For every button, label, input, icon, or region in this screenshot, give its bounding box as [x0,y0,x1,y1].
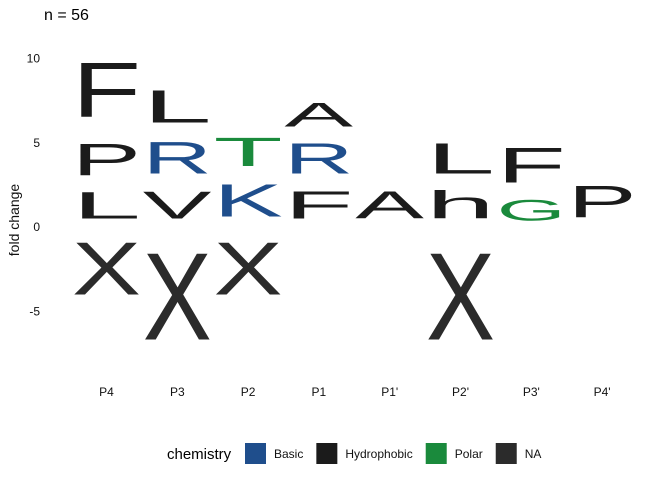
logo-letter: G [497,194,566,228]
legend-swatch [495,443,517,464]
logo-letter: P [568,176,637,226]
logo-letter: P [72,134,141,184]
logo-letter: L [143,80,212,132]
legend-swatch [425,443,447,464]
logo-letter: L [426,134,495,183]
y-axis-ticks: -5 0 5 10 [27,52,41,319]
logo-letter: K [214,175,283,227]
logo-letter: L [72,185,141,227]
logo-letter: F [497,138,566,193]
logo-letter: X [143,227,212,366]
y-tick-label: 5 [33,136,40,150]
x-tick-label: P1 [312,385,327,399]
logo-letter: R [143,132,212,183]
legend-swatch [245,443,266,464]
logo-letter: X [72,227,141,311]
legend-title: chemistry [167,446,232,463]
logo-letter: A [355,183,424,227]
x-tick-label: P4 [99,385,114,399]
chart-title: n = 56 [44,7,89,24]
y-tick-label: -5 [29,304,40,318]
logo-letter: h [426,184,495,227]
logo-letter: T [214,129,283,174]
logo-letter: F [72,46,141,134]
logo-letter: V [143,183,212,227]
logo-letter: X [426,227,495,366]
legend-label: Hydrophobic [345,447,412,461]
x-tick-label: P4' [594,385,611,399]
y-tick-label: 10 [27,52,41,66]
logo-letter: F [284,183,353,227]
x-tick-label: P2' [452,385,469,399]
y-tick-label: 0 [33,220,40,234]
x-axis-ticks: P4 P3 P2 P1 P1' P2' P3' P4' [99,385,610,399]
x-tick-label: P2 [241,385,256,399]
x-tick-label: P3 [170,385,185,399]
logo-letter: A [284,96,354,135]
legend-label: Polar [455,447,483,461]
legend-swatch [316,443,338,464]
x-tick-label: P1' [381,385,398,399]
legend-label: Basic [274,447,303,461]
legend-entries: Basic Hydrophobic Polar NA [245,443,541,464]
y-axis-label: fold change [6,184,22,257]
x-tick-label: P3' [523,385,540,399]
logo-letter: R [284,134,353,183]
logo-letter: X [214,227,283,311]
legend-label: NA [525,447,542,461]
legend: chemistry Basic Hydrophobic Polar NA [167,443,541,464]
